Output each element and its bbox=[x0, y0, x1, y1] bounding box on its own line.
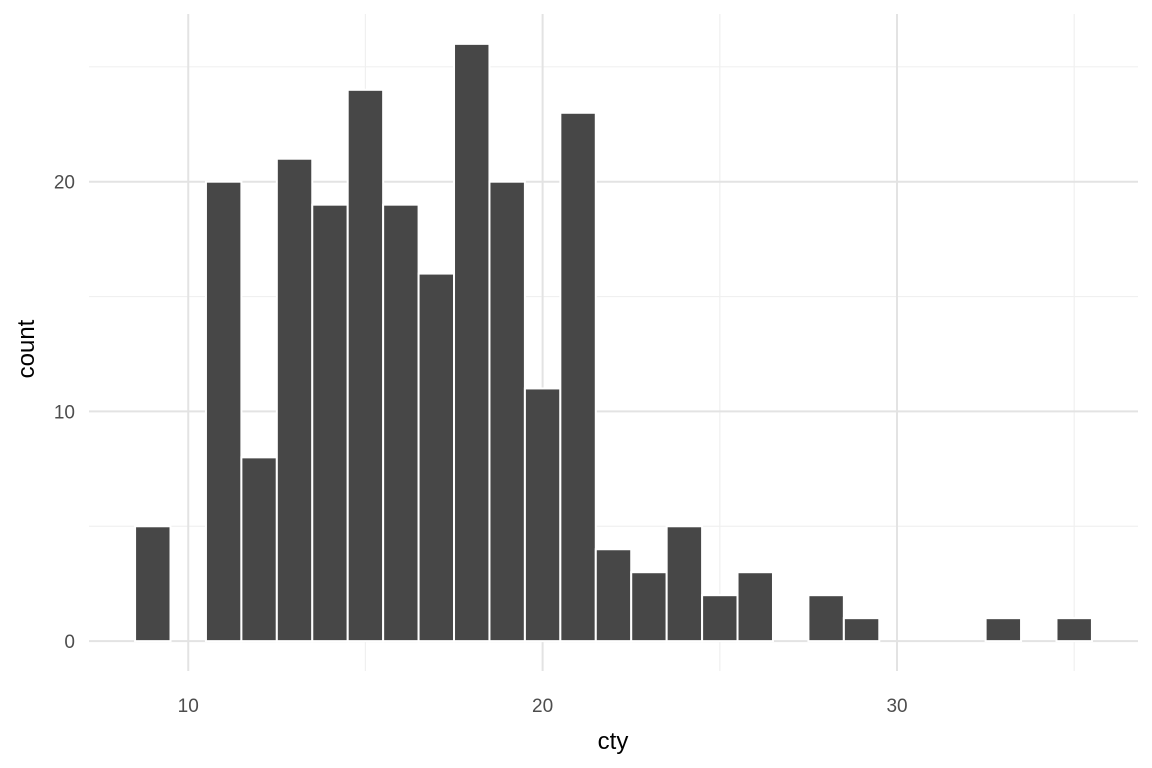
histogram-bar bbox=[1055, 617, 1093, 643]
y-tick-label: 20 bbox=[54, 173, 75, 194]
histogram-bar bbox=[842, 617, 881, 643]
y-tick-label: 0 bbox=[64, 632, 75, 653]
y-axis-tick-labels: 0 10 20 bbox=[54, 173, 75, 653]
histogram-bar bbox=[453, 42, 491, 643]
histogram-bar bbox=[346, 88, 385, 643]
histogram-bar bbox=[701, 594, 739, 643]
histogram-bar bbox=[275, 157, 314, 643]
histogram-bar bbox=[594, 548, 633, 643]
y-axis-title: count bbox=[13, 319, 40, 378]
histogram-bar bbox=[807, 594, 845, 643]
x-tick-label: 20 bbox=[532, 696, 553, 717]
x-axis-tick-labels: 10 20 30 bbox=[178, 696, 908, 717]
histogram-bar bbox=[204, 180, 243, 643]
x-axis-title: cty bbox=[598, 728, 629, 755]
x-tick-label: 10 bbox=[178, 696, 199, 717]
histogram-bar bbox=[382, 203, 420, 643]
histogram-bar bbox=[630, 571, 668, 643]
grid-lines bbox=[89, 14, 1138, 671]
histogram-bar bbox=[240, 456, 278, 643]
histogram-bar bbox=[134, 525, 172, 643]
histogram-bar bbox=[736, 571, 774, 643]
histogram-bars bbox=[134, 42, 1093, 643]
y-tick-label: 10 bbox=[54, 402, 75, 423]
histogram-bar bbox=[417, 272, 456, 643]
histogram-bar bbox=[984, 617, 1023, 643]
histogram-bar bbox=[523, 387, 562, 643]
histogram-bar bbox=[488, 180, 526, 643]
histogram-bar bbox=[665, 525, 704, 643]
histogram-bar bbox=[311, 203, 349, 643]
x-tick-label: 30 bbox=[886, 696, 907, 717]
histogram-bar bbox=[559, 111, 597, 643]
